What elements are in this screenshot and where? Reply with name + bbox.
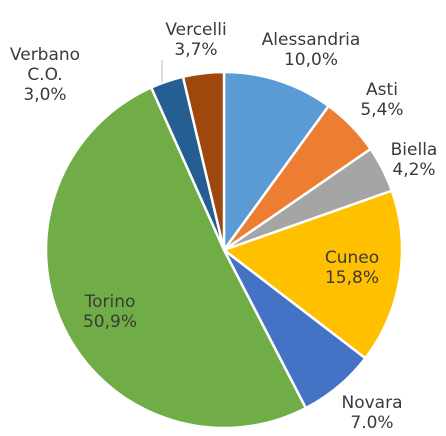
- value-label: 5,4%: [360, 100, 404, 120]
- category-label: Biella: [390, 140, 438, 160]
- slice-label: Cuneo 15,8%: [325, 248, 379, 288]
- slice-label: Biella 4,2%: [391, 140, 438, 180]
- category-label: Asti: [366, 80, 398, 100]
- pie-slice: [221, 189, 404, 360]
- pie-slice: [222, 70, 331, 254]
- slice-label: Verbano C.O. 3,0%: [5, 45, 85, 105]
- slice-label: Alessandria 10,0%: [262, 30, 361, 70]
- value-label: 7.0%: [350, 413, 394, 433]
- value-label: 3,0%: [23, 85, 67, 105]
- slice-label: Torino 50,9%: [83, 292, 137, 332]
- value-label: 10,0%: [283, 50, 339, 70]
- pie-slice: [44, 85, 308, 430]
- pie-slice: [181, 70, 226, 251]
- category-label: Cuneo: [324, 248, 380, 268]
- value-label: 4,2%: [392, 160, 436, 180]
- value-label: 15,8%: [324, 268, 379, 288]
- category-label: Novara: [341, 393, 403, 413]
- category-label: Vercelli: [165, 20, 227, 40]
- slice-label: Asti 5,4%: [360, 80, 403, 120]
- value-label: 50,9%: [82, 312, 138, 332]
- slice-label: Novara 7.0%: [341, 393, 402, 433]
- category-label: Verbano C.O.: [9, 45, 81, 85]
- category-label: Torino: [84, 292, 136, 312]
- slice-label: Vercelli 3,7%: [165, 20, 226, 60]
- category-label: Alessandria: [261, 30, 361, 50]
- value-label: 3,7%: [174, 40, 218, 60]
